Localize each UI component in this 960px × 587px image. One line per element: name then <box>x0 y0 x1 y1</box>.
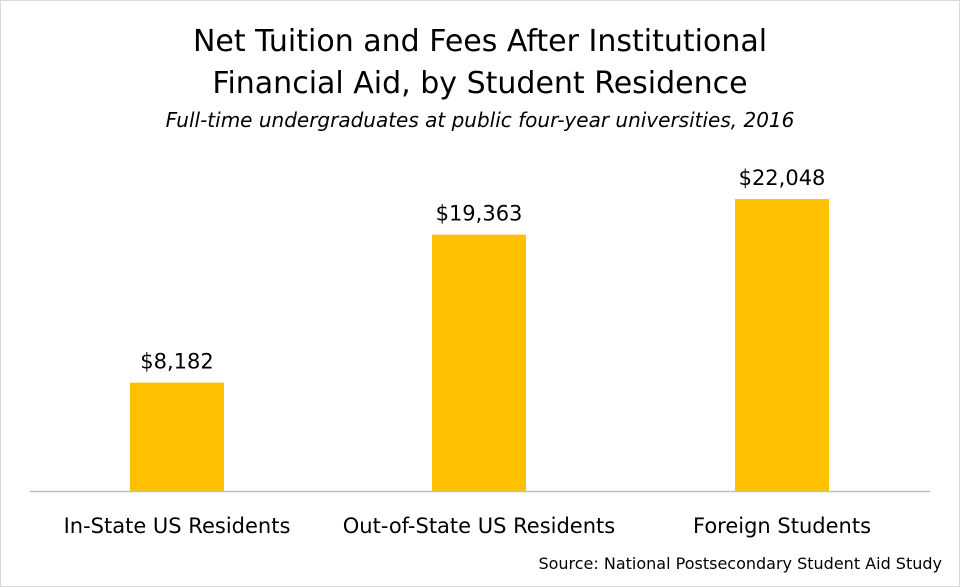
bar-2 <box>735 199 829 491</box>
bar-1 <box>432 234 526 491</box>
chart-subtitle: Full-time undergraduates at public four-… <box>165 108 795 132</box>
bar-0 <box>130 382 224 491</box>
value-label-0: $8,182 <box>140 350 213 374</box>
chart-title-line-2: Financial Aid, by Student Residence <box>212 66 748 101</box>
value-label-1: $19,363 <box>436 202 523 226</box>
category-label-1: Out-of-State US Residents <box>343 514 615 538</box>
source-note: Source: National Postsecondary Student A… <box>538 554 942 573</box>
value-label-2: $22,048 <box>739 166 826 190</box>
category-label-2: Foreign Students <box>693 514 871 538</box>
category-label-0: In-State US Residents <box>64 514 291 538</box>
chart-title-line-1: Net Tuition and Fees After Institutional <box>192 24 768 59</box>
